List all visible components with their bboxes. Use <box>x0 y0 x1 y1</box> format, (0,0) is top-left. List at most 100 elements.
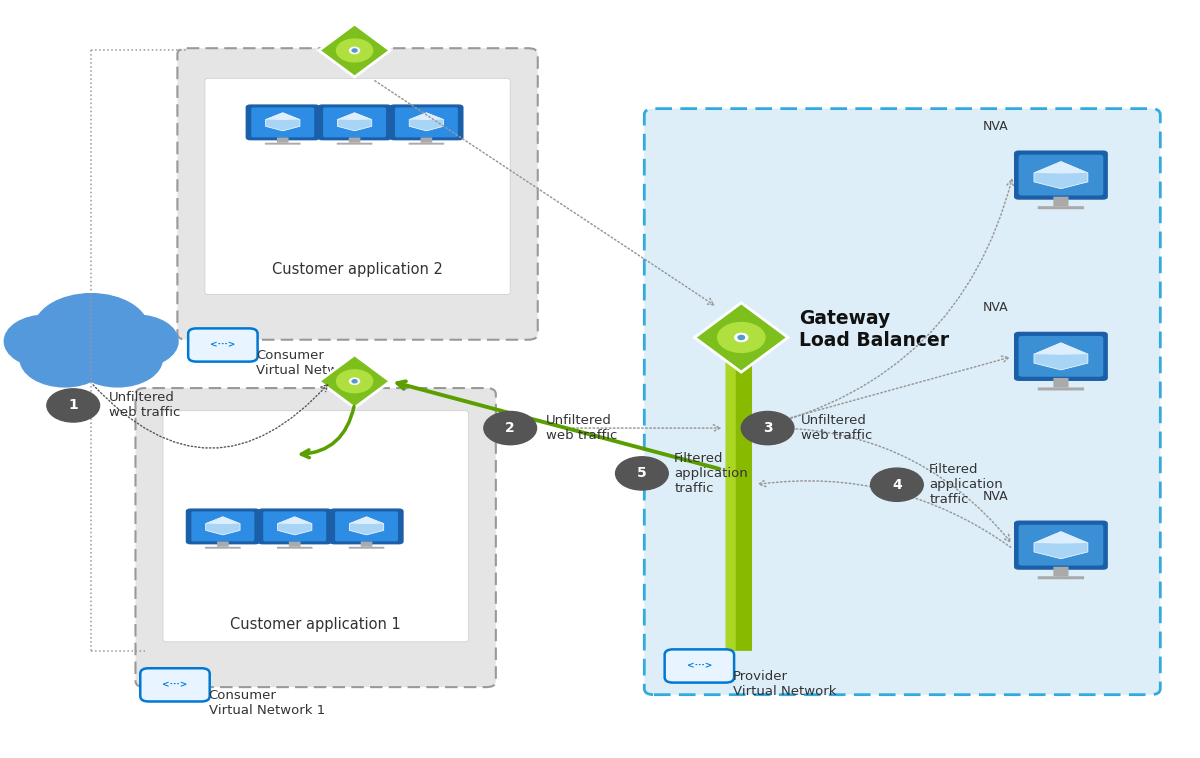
Polygon shape <box>277 517 312 524</box>
Text: <···>: <···> <box>210 340 235 349</box>
FancyBboxPatch shape <box>1014 521 1108 570</box>
Circle shape <box>349 378 360 384</box>
Circle shape <box>718 323 764 352</box>
FancyBboxPatch shape <box>217 541 229 547</box>
Polygon shape <box>319 355 390 408</box>
Polygon shape <box>337 113 372 131</box>
Text: NVA: NVA <box>983 490 1009 503</box>
Text: Customer application 2: Customer application 2 <box>272 262 443 277</box>
Circle shape <box>352 380 358 383</box>
Circle shape <box>5 315 88 368</box>
FancyBboxPatch shape <box>205 78 510 294</box>
Text: NVA: NVA <box>983 120 1009 133</box>
FancyBboxPatch shape <box>420 137 432 143</box>
FancyBboxPatch shape <box>1054 567 1068 576</box>
FancyBboxPatch shape <box>726 337 752 651</box>
Polygon shape <box>205 517 240 524</box>
Circle shape <box>616 457 668 490</box>
Circle shape <box>352 49 358 52</box>
FancyBboxPatch shape <box>289 541 300 547</box>
FancyBboxPatch shape <box>265 143 300 145</box>
Polygon shape <box>409 113 444 120</box>
Circle shape <box>95 315 178 368</box>
Polygon shape <box>265 113 300 120</box>
Text: 5: 5 <box>637 466 647 481</box>
Circle shape <box>50 328 132 381</box>
Polygon shape <box>349 517 384 535</box>
Text: 3: 3 <box>763 421 773 435</box>
FancyBboxPatch shape <box>323 108 386 137</box>
Polygon shape <box>1034 531 1088 543</box>
Text: NVA: NVA <box>983 301 1009 314</box>
FancyBboxPatch shape <box>277 547 312 549</box>
Circle shape <box>742 412 794 445</box>
FancyBboxPatch shape <box>726 337 736 651</box>
FancyBboxPatch shape <box>644 108 1160 694</box>
FancyBboxPatch shape <box>409 143 444 145</box>
Text: Customer application 1: Customer application 1 <box>230 617 401 632</box>
Polygon shape <box>1034 161 1088 189</box>
Text: Unfiltered
web traffic: Unfiltered web traffic <box>546 414 618 442</box>
Polygon shape <box>409 113 444 131</box>
Text: Unfiltered
web traffic: Unfiltered web traffic <box>802 414 872 442</box>
Circle shape <box>47 389 100 422</box>
FancyBboxPatch shape <box>163 411 468 642</box>
FancyBboxPatch shape <box>318 105 391 140</box>
Text: Unfiltered
web traffic: Unfiltered web traffic <box>109 391 180 419</box>
Circle shape <box>484 412 536 445</box>
FancyBboxPatch shape <box>395 108 458 137</box>
FancyBboxPatch shape <box>349 547 384 549</box>
Polygon shape <box>319 24 390 77</box>
FancyBboxPatch shape <box>1038 387 1084 390</box>
Text: <···>: <···> <box>162 681 187 689</box>
FancyBboxPatch shape <box>1019 336 1103 377</box>
FancyBboxPatch shape <box>349 137 360 143</box>
FancyBboxPatch shape <box>337 143 372 145</box>
Text: Consumer
Virtual Network 1: Consumer Virtual Network 1 <box>209 688 325 716</box>
Circle shape <box>336 370 373 393</box>
Polygon shape <box>265 113 300 131</box>
FancyBboxPatch shape <box>1038 206 1084 209</box>
Polygon shape <box>205 517 240 535</box>
FancyBboxPatch shape <box>188 328 258 362</box>
Text: Consumer
Virtual Network 2: Consumer Virtual Network 2 <box>257 349 373 377</box>
FancyBboxPatch shape <box>330 509 403 544</box>
Text: 4: 4 <box>892 478 901 492</box>
Polygon shape <box>277 517 312 535</box>
FancyBboxPatch shape <box>1014 151 1108 199</box>
Text: Gateway
Load Balancer: Gateway Load Balancer <box>799 309 949 350</box>
Text: Provider
Virtual Network: Provider Virtual Network <box>733 670 836 698</box>
Polygon shape <box>1034 531 1088 559</box>
FancyBboxPatch shape <box>1019 525 1103 565</box>
FancyBboxPatch shape <box>389 105 463 140</box>
FancyBboxPatch shape <box>1014 332 1108 381</box>
Polygon shape <box>349 517 384 524</box>
Circle shape <box>73 330 162 387</box>
Polygon shape <box>337 113 372 120</box>
Text: Filtered
application
traffic: Filtered application traffic <box>674 452 748 495</box>
Polygon shape <box>1034 161 1088 174</box>
FancyBboxPatch shape <box>335 512 398 541</box>
Circle shape <box>34 293 149 366</box>
Circle shape <box>738 335 744 340</box>
Circle shape <box>349 47 360 54</box>
FancyBboxPatch shape <box>1019 155 1103 196</box>
Text: 2: 2 <box>505 421 515 435</box>
FancyBboxPatch shape <box>140 669 210 701</box>
FancyBboxPatch shape <box>665 650 734 683</box>
FancyBboxPatch shape <box>178 49 538 340</box>
FancyBboxPatch shape <box>277 137 288 143</box>
Polygon shape <box>1034 343 1088 355</box>
FancyBboxPatch shape <box>251 108 314 137</box>
FancyBboxPatch shape <box>136 388 496 688</box>
FancyBboxPatch shape <box>361 541 372 547</box>
FancyBboxPatch shape <box>205 547 241 549</box>
FancyBboxPatch shape <box>1054 196 1068 206</box>
Text: <···>: <···> <box>686 662 712 671</box>
Polygon shape <box>695 302 788 372</box>
FancyBboxPatch shape <box>258 509 332 544</box>
Polygon shape <box>1034 343 1088 370</box>
FancyBboxPatch shape <box>246 105 320 140</box>
Text: Filtered
application
traffic: Filtered application traffic <box>929 463 1003 506</box>
Text: 1: 1 <box>68 399 78 412</box>
